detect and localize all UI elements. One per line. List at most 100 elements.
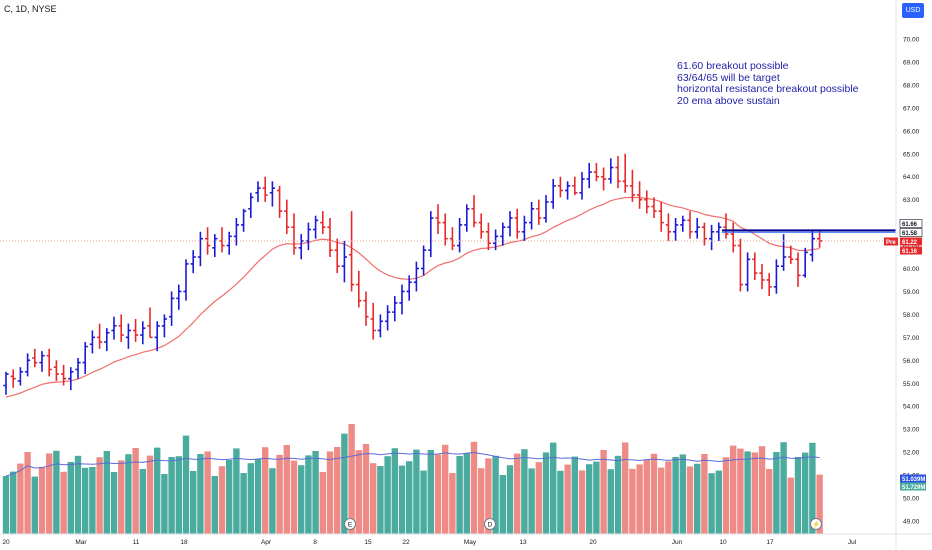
price-tick-label: 54.00 [903, 404, 920, 411]
ohlc-bar [176, 284, 182, 310]
volume-bar [96, 457, 103, 534]
volume-bar [146, 455, 154, 534]
ohlc-bar [485, 222, 491, 251]
ohlc-bar [586, 162, 592, 189]
volume-bar [218, 466, 226, 534]
ohlc-bar [89, 330, 95, 354]
price-tag: 61.16 [900, 246, 922, 255]
ohlc-bar [255, 181, 261, 202]
volume-bar [737, 448, 744, 534]
date-tick-label: 11 [133, 539, 140, 546]
volume-moving-average-line [5, 452, 820, 477]
volume-bar [442, 444, 449, 534]
volume-bar [485, 458, 492, 534]
date-tick-label: 18 [180, 539, 188, 546]
volume-bar [262, 447, 269, 534]
ohlc-bar [363, 291, 369, 326]
ohlc-bar [32, 348, 38, 368]
ohlc-bar [428, 211, 434, 258]
ohlc-bar [406, 275, 412, 301]
price-tag-text: 61.58 [902, 231, 918, 237]
volume-bar [398, 465, 406, 534]
volume-bar [204, 451, 211, 534]
volume-bar [542, 452, 550, 534]
volume-bar [816, 474, 823, 534]
volume-bar [384, 456, 391, 534]
volume-bar [406, 461, 413, 534]
ohlc-bar [565, 181, 571, 200]
volume-bar [348, 424, 355, 534]
note-line: 61.60 breakout possible [677, 60, 789, 72]
ohlc-bar [622, 153, 628, 193]
date-tick-label: Mar [75, 539, 87, 546]
ohlc-bar [759, 263, 765, 290]
volume-bar [326, 451, 334, 534]
ohlc-bar [737, 238, 743, 292]
volume-bar [744, 451, 751, 534]
volume-bar [694, 463, 701, 534]
price-tick-label: 59.00 [903, 289, 920, 296]
volume-bar [434, 454, 442, 534]
ohlc-bar [766, 273, 772, 297]
volume-bar [82, 467, 89, 534]
price-tick-label: 58.00 [903, 312, 920, 319]
volume-bar [420, 470, 427, 534]
ohlc-bar [529, 201, 535, 230]
date-tick-label: May [464, 539, 477, 546]
ohlc-bar [500, 222, 506, 246]
volume-bar [46, 453, 53, 534]
volume-bar [298, 465, 305, 534]
ohlc-bar [658, 201, 664, 232]
ohlc-bar [601, 167, 607, 191]
ohlc-bar [550, 178, 556, 209]
ohlc-bar [579, 172, 585, 200]
ohlc-bar [370, 302, 376, 340]
volume-bar [269, 468, 276, 534]
price-axis[interactable]: 70.00 69.00 68.00 67.00 66.00 65.00 64.00 63.00… [903, 37, 920, 526]
currency-button[interactable]: USD [902, 3, 924, 18]
volume-bar [679, 454, 686, 534]
date-tick-label: 13 [519, 539, 527, 546]
volume-bar [118, 460, 125, 534]
ohlc-bar [233, 218, 239, 246]
volume-bar [283, 445, 290, 534]
ohlc-bar [651, 197, 657, 219]
volume-bar [780, 442, 787, 534]
volume-bar [722, 457, 730, 534]
volume-bar [449, 473, 456, 534]
ohlc-bar [133, 318, 139, 342]
ohlc-bar [809, 229, 815, 262]
ohlc-bar [802, 247, 808, 278]
symbol-title: C, 1D, NYSE [4, 4, 57, 14]
date-tick-label: 15 [364, 539, 372, 546]
volume-bar [550, 442, 557, 534]
ohlc-bar [17, 367, 23, 386]
ohlc-bar [795, 252, 801, 287]
ohlc-bar [305, 222, 311, 251]
ohlc-bar [435, 204, 441, 235]
volume-bar [89, 467, 96, 534]
price-tag: 61.58 [899, 228, 923, 237]
volume-bar [571, 456, 578, 534]
volume-bar [650, 453, 658, 534]
volume-bar [305, 455, 312, 534]
volume-bar [456, 456, 463, 534]
volume-bar [773, 452, 780, 534]
volume-bar [31, 476, 38, 534]
volume-bar [521, 449, 528, 534]
price-tick-label: 60.00 [903, 266, 920, 273]
volume-bar [557, 470, 564, 534]
ohlc-bar [291, 213, 297, 255]
ohlc-bar [53, 360, 59, 381]
time-axis[interactable]: 20 Mar 11 18 Apr 8 15 22 May 13 20 Jun 10 17 Jul [2, 539, 856, 546]
ohlc-bar [421, 245, 427, 276]
event-marker-icon: E [344, 518, 356, 530]
price-tick-label: 52.00 [903, 450, 920, 457]
event-markers[interactable]: E D ⚡ [344, 518, 822, 530]
volume-bar [161, 474, 168, 534]
volume-bar [701, 454, 708, 534]
volume-bar [190, 471, 197, 534]
volume-bar [427, 450, 434, 534]
ohlc-bar [61, 364, 67, 386]
